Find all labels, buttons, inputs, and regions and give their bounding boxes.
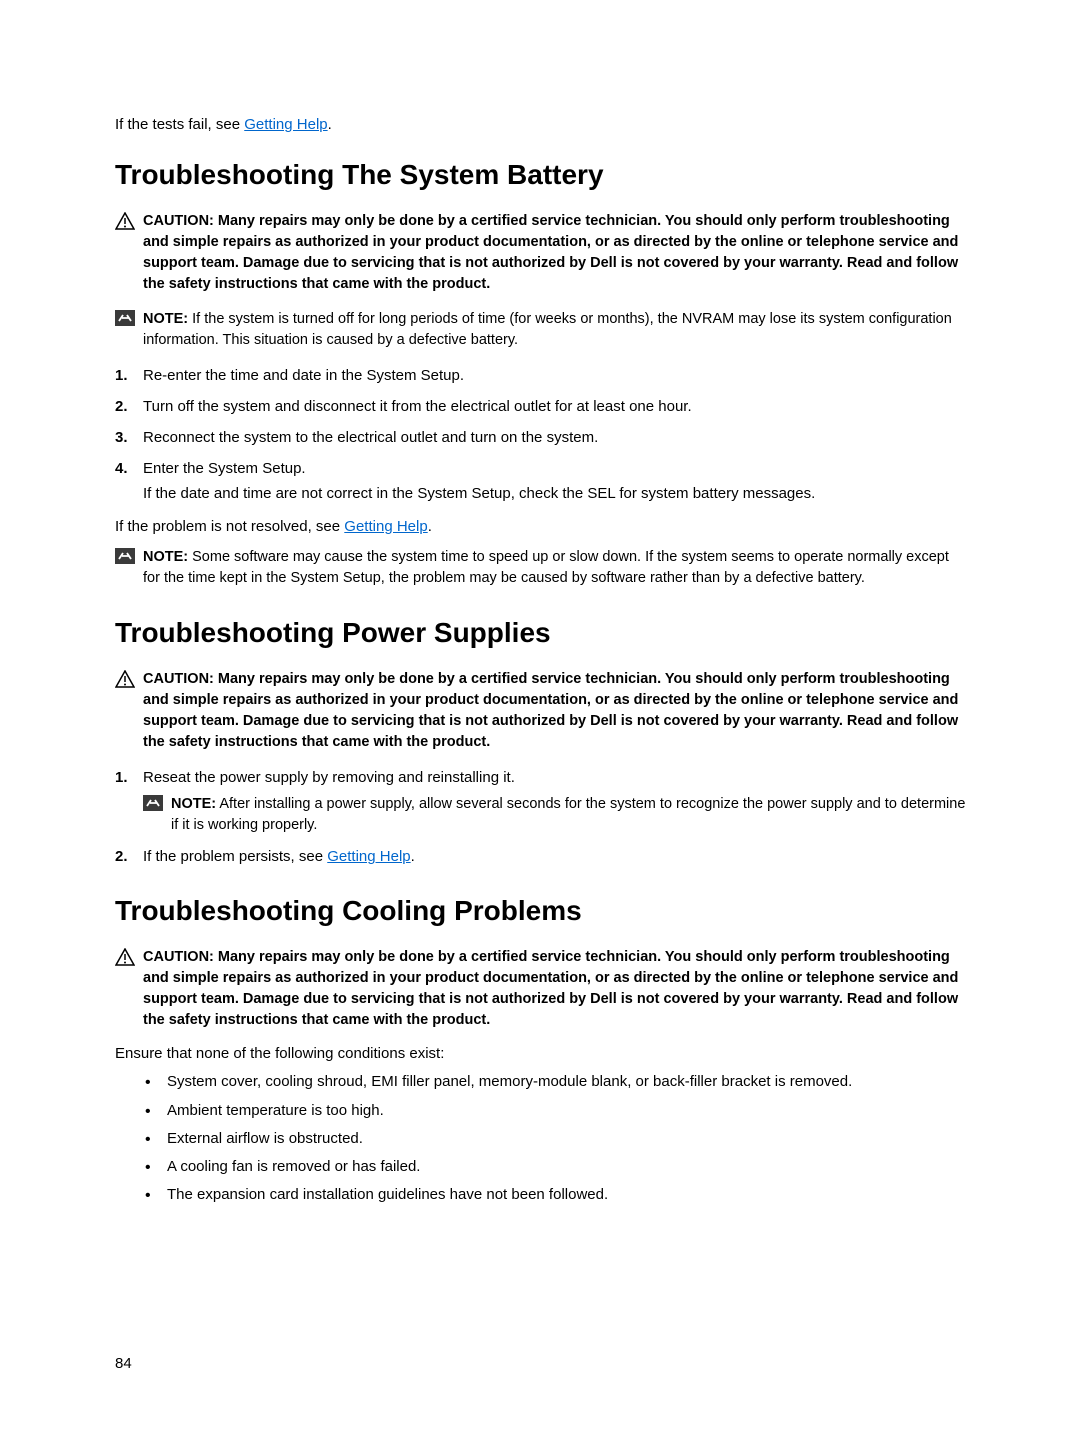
- getting-help-link[interactable]: Getting Help: [244, 116, 327, 133]
- step-item: Enter the System Setup. If the date and …: [115, 458, 968, 504]
- intro-prefix: If the tests fail, see: [115, 116, 244, 133]
- intro-text: If the tests fail, see Getting Help.: [115, 116, 968, 133]
- bullet-item: External airflow is obstructed.: [145, 1129, 968, 1149]
- step-text: Reconnect the system to the electrical o…: [143, 429, 598, 446]
- getting-help-link[interactable]: Getting Help: [327, 848, 410, 865]
- section-heading-cooling: Troubleshooting Cooling Problems: [115, 895, 968, 927]
- note-text: After installing a power supply, allow s…: [171, 796, 965, 833]
- step-subtext: If the date and time are not correct in …: [143, 483, 968, 504]
- note-label: NOTE:: [171, 796, 216, 812]
- bullet-list: System cover, cooling shroud, EMI filler…: [145, 1072, 968, 1205]
- bullet-item: Ambient temperature is too high.: [145, 1101, 968, 1121]
- getting-help-link[interactable]: Getting Help: [344, 518, 427, 535]
- step-item: Re-enter the time and date in the System…: [115, 365, 968, 386]
- caution-label: CAUTION:: [143, 213, 214, 229]
- caution-icon: [115, 670, 143, 693]
- bullet-item: System cover, cooling shroud, EMI filler…: [145, 1072, 968, 1092]
- step-text: Turn off the system and disconnect it fr…: [143, 398, 692, 415]
- document-page: If the tests fail, see Getting Help. Tro…: [0, 0, 1080, 1264]
- bullet-intro: Ensure that none of the following condit…: [115, 1045, 968, 1062]
- note-body: NOTE: Some software may cause the system…: [143, 547, 968, 589]
- step-item: Turn off the system and disconnect it fr…: [115, 396, 968, 417]
- page-number: 84: [115, 1355, 132, 1372]
- caution-callout: CAUTION: Many repairs may only be done b…: [115, 947, 968, 1031]
- caution-text: Many repairs may only be done by a certi…: [143, 949, 958, 1028]
- note-body: NOTE: After installing a power supply, a…: [171, 794, 968, 836]
- caution-body: CAUTION: Many repairs may only be done b…: [143, 211, 968, 295]
- section-heading-power: Troubleshooting Power Supplies: [115, 617, 968, 649]
- caution-text: Many repairs may only be done by a certi…: [143, 671, 958, 750]
- step-prefix: If the problem persists, see: [143, 848, 327, 865]
- caution-body: CAUTION: Many repairs may only be done b…: [143, 669, 968, 753]
- note-text: Some software may cause the system time …: [143, 549, 949, 586]
- step-text: Re-enter the time and date in the System…: [143, 367, 464, 384]
- step-suffix: .: [411, 848, 415, 865]
- caution-label: CAUTION:: [143, 949, 214, 965]
- bullet-item: The expansion card installation guidelin…: [145, 1185, 968, 1205]
- resolved-prefix: If the problem is not resolved, see: [115, 518, 344, 535]
- note-icon: [143, 795, 171, 817]
- step-text: Reseat the power supply by removing and …: [143, 769, 515, 786]
- caution-icon: [115, 212, 143, 235]
- section-heading-battery: Troubleshooting The System Battery: [115, 159, 968, 191]
- bullet-item: A cooling fan is removed or has failed.: [145, 1157, 968, 1177]
- caution-body: CAUTION: Many repairs may only be done b…: [143, 947, 968, 1031]
- resolved-suffix: .: [428, 518, 432, 535]
- note-body: NOTE: If the system is turned off for lo…: [143, 309, 968, 351]
- step-item: Reseat the power supply by removing and …: [115, 767, 968, 836]
- note-callout: NOTE: If the system is turned off for lo…: [115, 309, 968, 351]
- intro-suffix: .: [328, 116, 332, 133]
- note-callout: NOTE: Some software may cause the system…: [115, 547, 968, 589]
- step-text: Enter the System Setup.: [143, 460, 306, 477]
- step-item: If the problem persists, see Getting Hel…: [115, 846, 968, 867]
- caution-callout: CAUTION: Many repairs may only be done b…: [115, 669, 968, 753]
- caution-label: CAUTION:: [143, 671, 214, 687]
- step-item: Reconnect the system to the electrical o…: [115, 427, 968, 448]
- resolved-line: If the problem is not resolved, see Gett…: [115, 518, 968, 535]
- caution-text: Many repairs may only be done by a certi…: [143, 213, 958, 292]
- steps-list: Re-enter the time and date in the System…: [115, 365, 968, 504]
- note-text: If the system is turned off for long per…: [143, 311, 952, 348]
- note-label: NOTE:: [143, 549, 188, 565]
- caution-callout: CAUTION: Many repairs may only be done b…: [115, 211, 968, 295]
- note-icon: [115, 548, 143, 569]
- caution-icon: [115, 948, 143, 971]
- note-icon: [115, 310, 143, 331]
- note-callout: NOTE: After installing a power supply, a…: [143, 794, 968, 836]
- note-label: NOTE:: [143, 311, 188, 327]
- steps-list: Reseat the power supply by removing and …: [115, 767, 968, 867]
